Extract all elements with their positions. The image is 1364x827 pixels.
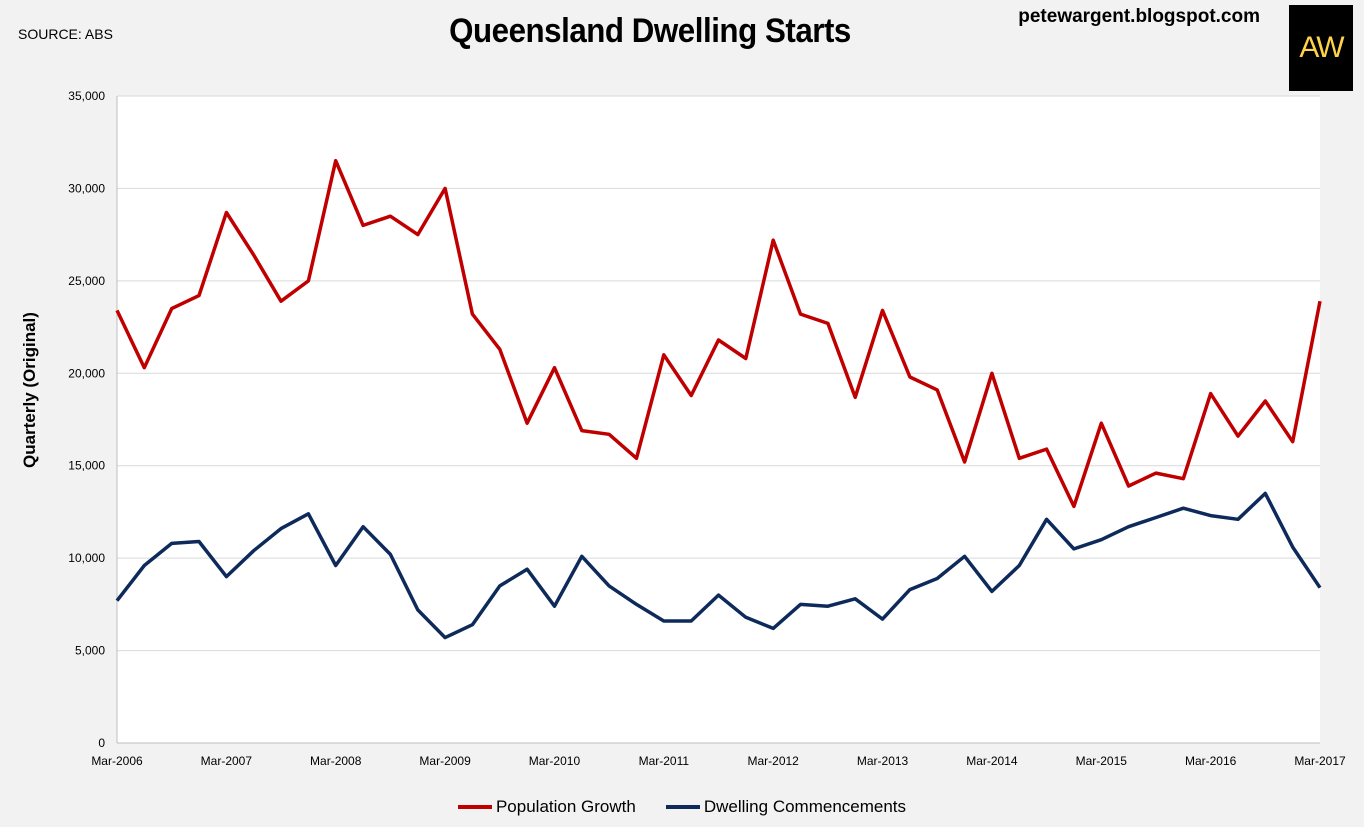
legend-item-dwelling: Dwelling Commencements [665,797,907,817]
y-tick-label: 10,000 [68,551,105,565]
y-tick-label: 0 [98,736,105,750]
y-axis-label: Quarterly (Original) [20,312,39,468]
chart-title: Queensland Dwelling Starts [449,12,851,50]
x-tick-label: Mar-2008 [310,754,362,768]
legend: Population Growth Dwelling Commencements [0,797,1364,817]
x-tick-label: Mar-2015 [1076,754,1128,768]
legend-swatch-population [457,805,492,809]
y-tick-label: 20,000 [68,366,105,380]
x-tick-label: Mar-2014 [966,754,1018,768]
x-axis-ticks: Mar-2006 Mar-2007 Mar-2008 Mar-2009 Mar-2010… [91,754,1346,768]
legend-swatch-dwelling [665,805,700,809]
y-axis-ticks: 0 5,000 10,000 15,000 20,000 25,000 30,000 35,0… [68,89,105,750]
legend-item-population: Population Growth [457,797,636,817]
legend-label-dwelling: Dwelling Commencements [703,797,907,816]
x-tick-label: Mar-2016 [1185,754,1237,768]
aw-logo: AW [1289,5,1353,91]
x-tick-label: Mar-2007 [201,754,253,768]
x-tick-label: Mar-2017 [1294,754,1346,768]
blog-url: petewargent.blogspot.com [1018,6,1260,27]
y-tick-label: 35,000 [68,89,105,103]
x-tick-label: Mar-2006 [91,754,143,768]
plot-area [117,96,1320,743]
series-line-dwelling-commencements [115,491,1322,640]
series-line-population-growth [115,158,1322,509]
y-tick-label: 25,000 [68,274,105,288]
legend-label-population: Population Growth [495,797,636,816]
y-tick-label: 15,000 [68,459,105,473]
x-tick-label: Mar-2011 [639,754,690,768]
y-tick-label: 30,000 [68,181,105,195]
x-tick-label: Mar-2012 [748,754,800,768]
x-tick-label: Mar-2010 [529,754,581,768]
x-tick-label: Mar-2013 [857,754,909,768]
y-tick-label: 5,000 [75,644,105,658]
x-tick-label: Mar-2009 [419,754,471,768]
gridlines [116,95,1320,744]
source-label: SOURCE: ABS [18,26,113,42]
series-lines [115,158,1322,640]
